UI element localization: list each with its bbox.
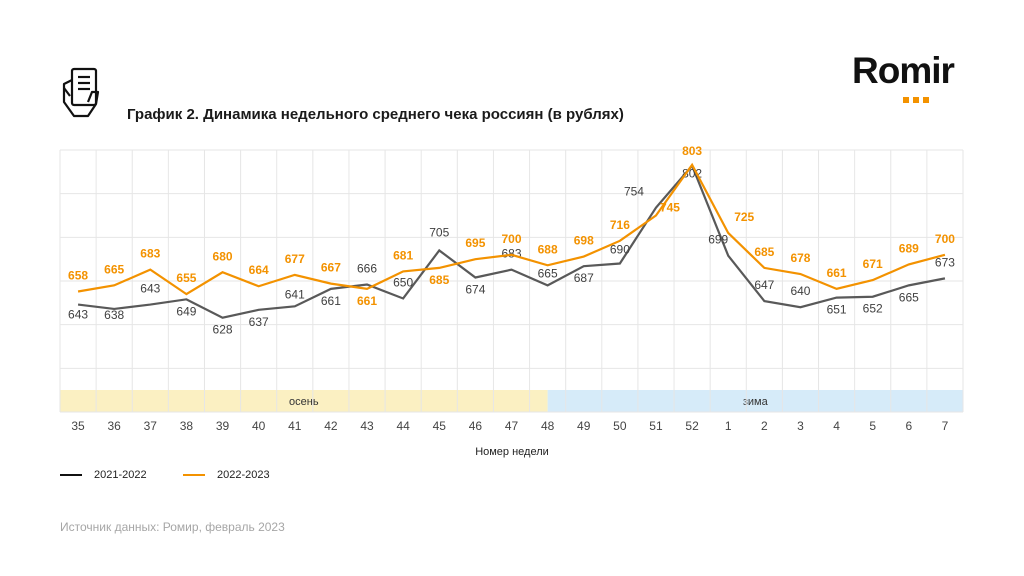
data-label: 688: [538, 242, 558, 256]
data-label: 680: [213, 249, 233, 263]
data-label: 716: [610, 218, 630, 232]
x-tick-label: 42: [324, 419, 338, 433]
x-tick-label: 3: [797, 419, 804, 433]
legend-item-2021-2022: 2021-2022: [60, 469, 147, 481]
data-label: 667: [321, 261, 341, 275]
legend-label: 2021-2022: [94, 469, 147, 481]
data-label: 652: [863, 302, 883, 316]
season-label: зима: [743, 396, 769, 408]
data-label: 664: [249, 263, 269, 277]
x-tick-label: 4: [833, 419, 840, 433]
data-label: 685: [754, 245, 774, 259]
legend-swatch: [183, 474, 205, 476]
data-label: 677: [285, 252, 305, 266]
data-label: 687: [574, 271, 594, 285]
data-label: 700: [501, 232, 521, 246]
x-tick-label: 7: [942, 419, 949, 433]
data-label: 665: [104, 262, 124, 276]
romir-logo: Romir: [852, 50, 955, 91]
data-label: 665: [538, 266, 558, 280]
x-tick-label: 36: [108, 419, 122, 433]
x-tick-label: 5: [869, 419, 876, 433]
data-label: 803: [682, 144, 702, 158]
data-label: 671: [863, 257, 883, 271]
receipt-hand-icon: [62, 67, 100, 118]
data-label: 650: [393, 275, 413, 289]
data-label: 661: [357, 294, 377, 308]
x-tick-label: 46: [469, 419, 483, 433]
x-tick-label: 43: [360, 419, 374, 433]
data-label: 683: [501, 247, 521, 261]
data-label: 661: [827, 266, 847, 280]
data-label: 643: [140, 282, 160, 296]
x-tick-label: 41: [288, 419, 302, 433]
data-label: 705: [429, 225, 449, 239]
data-label: 649: [176, 304, 196, 318]
x-tick-label: 40: [252, 419, 266, 433]
data-label: 641: [285, 287, 305, 301]
x-tick-label: 1: [725, 419, 732, 433]
data-label: 666: [357, 261, 377, 275]
data-label: 655: [176, 271, 196, 285]
x-tick-label: 6: [905, 419, 912, 433]
x-tick-label: 48: [541, 419, 555, 433]
x-tick-label: 51: [649, 419, 663, 433]
data-label: 647: [754, 278, 774, 292]
x-tick-label: 39: [216, 419, 230, 433]
data-label: 658: [68, 268, 88, 282]
x-tick-label: 37: [144, 419, 158, 433]
x-tick-label: 50: [613, 419, 627, 433]
source-note: Источник данных: Ромир, февраль 2023: [60, 520, 285, 534]
logo-dots: [903, 90, 933, 108]
series-line-2021-2022: [77, 163, 946, 319]
legend-swatch: [60, 474, 82, 476]
data-label: 725: [734, 210, 754, 224]
x-tick-label: 49: [577, 419, 591, 433]
chart-title: График 2. Динамика недельного среднего ч…: [127, 106, 624, 123]
data-label: 637: [249, 315, 269, 329]
data-label: 699: [708, 233, 728, 247]
data-label: 695: [465, 236, 485, 250]
x-tick-label: 45: [433, 419, 447, 433]
x-axis-label: Номер недели: [475, 446, 549, 458]
season-band-winter: [547, 390, 963, 412]
data-label: 683: [140, 247, 160, 261]
season-band-autumn: [60, 390, 548, 412]
x-tick-label: 47: [505, 419, 519, 433]
x-tick-label: 44: [396, 419, 410, 433]
data-label: 700: [935, 232, 955, 246]
x-tick-label: 2: [761, 419, 768, 433]
data-label: 690: [610, 243, 630, 257]
legend-label: 2022-2023: [217, 469, 270, 481]
data-label: 651: [827, 303, 847, 317]
data-label: 640: [790, 284, 810, 298]
data-label: 681: [393, 248, 413, 262]
data-label: 685: [429, 273, 449, 287]
x-tick-label: 52: [685, 419, 699, 433]
data-label: 698: [574, 234, 594, 248]
series-line-2022-2023: [77, 162, 946, 296]
season-label: осень: [289, 396, 319, 408]
data-label: 754: [624, 185, 644, 199]
data-label: 745: [660, 201, 680, 215]
data-label: 643: [68, 308, 88, 322]
data-label: 678: [790, 251, 810, 265]
legend-item-2022-2023: 2022-2023: [183, 469, 270, 481]
data-label: 665: [899, 290, 919, 304]
data-label: 628: [213, 323, 233, 337]
x-tick-label: 35: [71, 419, 85, 433]
data-label: 673: [935, 255, 955, 269]
data-label: 689: [899, 241, 919, 255]
data-label: 638: [104, 308, 124, 322]
x-tick-label: 38: [180, 419, 194, 433]
data-label: 661: [321, 294, 341, 308]
data-label: 674: [465, 283, 485, 297]
